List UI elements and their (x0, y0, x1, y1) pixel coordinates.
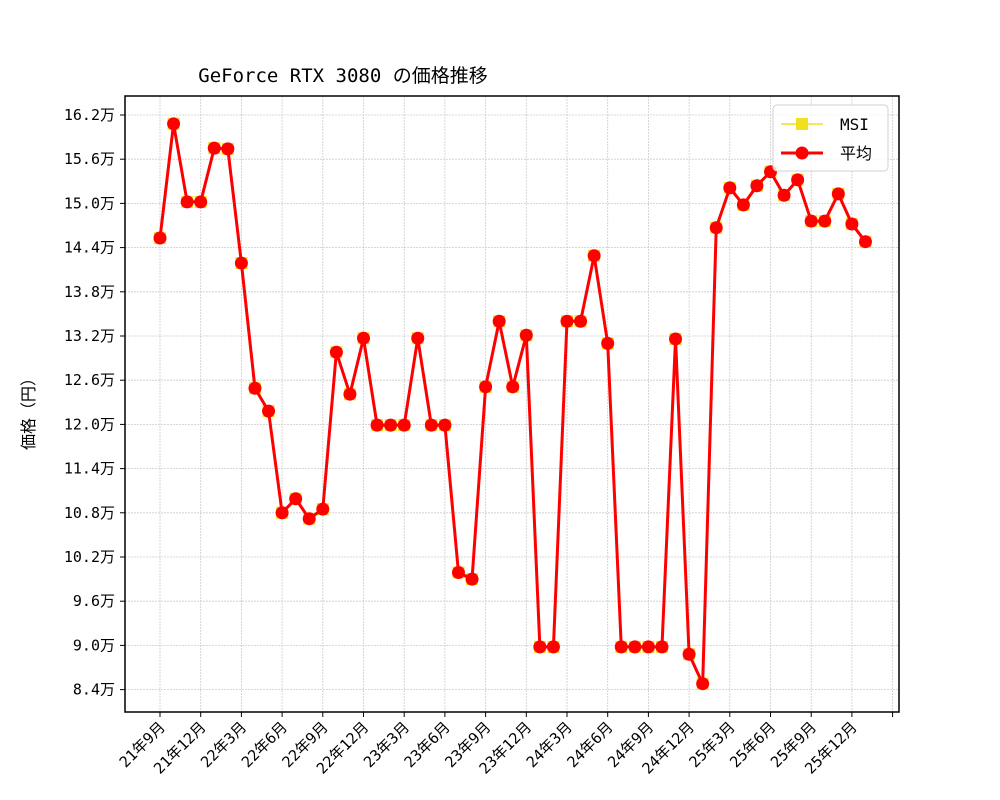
average-data-point (357, 331, 370, 345)
y-tick-label: 9.6万 (73, 592, 115, 610)
average-data-point (370, 418, 384, 432)
average-data-point (723, 181, 737, 195)
average-data-point (669, 332, 683, 346)
y-axis-ticks: 8.4万 9.0万 9.6万 10.2万 10.8万 11.4万 12.0万 12.6万 13.… (64, 106, 125, 699)
average-data-point (831, 187, 845, 201)
y-tick-label: 8.4万 (73, 681, 115, 699)
y-tick-label: 16.2万 (64, 106, 115, 124)
average-data-point (641, 640, 655, 654)
legend-item-average: 平均 (781, 144, 872, 163)
series-lines (153, 117, 872, 691)
average-data-point (248, 381, 262, 395)
legend-item-msi: MSI (781, 115, 869, 134)
average-data-point (262, 404, 276, 418)
y-tick-label: 13.8万 (64, 283, 115, 301)
y-tick-label: 12.6万 (64, 371, 115, 389)
y-tick-label: 15.6万 (64, 150, 115, 168)
average-data-point (682, 647, 696, 661)
average-data-point (709, 221, 723, 235)
average-data-point (329, 345, 343, 359)
legend: MSI 平均 (772, 104, 889, 172)
y-tick-label: 13.2万 (64, 327, 115, 345)
average-data-point (411, 331, 425, 345)
average-data-point (546, 640, 560, 654)
average-data-point (479, 380, 493, 394)
average-data-point (465, 572, 479, 586)
average-data-point (845, 217, 859, 231)
average-data-point (791, 173, 805, 187)
average-data-point (221, 142, 235, 156)
average-data-point (655, 640, 669, 654)
average-data-point (574, 314, 588, 328)
average-data-point (180, 195, 194, 209)
average-data-point (818, 214, 832, 228)
gridlines (125, 96, 899, 712)
average-data-point (234, 256, 248, 270)
y-tick-label: 9.0万 (73, 636, 115, 654)
average-data-point (736, 198, 750, 212)
y-tick-label: 15.0万 (64, 194, 115, 212)
y-tick-label: 12.0万 (64, 415, 115, 433)
average-data-point (194, 195, 208, 209)
average-data-point (533, 640, 547, 654)
average-data-point (316, 502, 330, 516)
y-tick-label: 14.4万 (64, 239, 115, 257)
average-data-point (153, 231, 167, 245)
legend-label-average: 平均 (840, 144, 872, 163)
average-data-point (628, 640, 642, 654)
average-data-point (519, 328, 533, 342)
average-data-point (451, 565, 465, 579)
average-data-point (777, 188, 791, 202)
circle-marker-icon (795, 146, 809, 160)
average-data-point (275, 506, 289, 520)
average-data-point (492, 314, 506, 328)
y-tick-label: 10.8万 (64, 504, 115, 522)
average-data-point (343, 387, 357, 401)
legend-label-msi: MSI (840, 115, 869, 134)
average-data-point (167, 117, 181, 131)
chart-title: GeForce RTX 3080 の価格推移 (198, 65, 487, 87)
average-data-point (397, 418, 411, 432)
average-data-point (207, 141, 221, 155)
average-data-point (424, 418, 438, 432)
average-data-point (384, 418, 398, 432)
average-data-point (587, 249, 601, 263)
square-marker-icon (796, 118, 808, 130)
y-tick-label: 10.2万 (64, 548, 115, 566)
average-data-point (506, 380, 520, 394)
average-data-point (560, 314, 574, 328)
plot-frame (124, 95, 900, 713)
average-data-point (614, 640, 628, 654)
average-data-point (302, 512, 316, 526)
average-data-point (601, 336, 615, 350)
average-data-point (750, 179, 764, 193)
y-tick-label: 11.4万 (64, 460, 115, 478)
y-axis-label: 価格（円） (19, 370, 38, 450)
average-data-point (858, 235, 872, 249)
average-data-point (289, 492, 303, 506)
average-data-point (804, 214, 818, 228)
average-data-point (438, 418, 452, 432)
average-data-point (696, 677, 710, 691)
